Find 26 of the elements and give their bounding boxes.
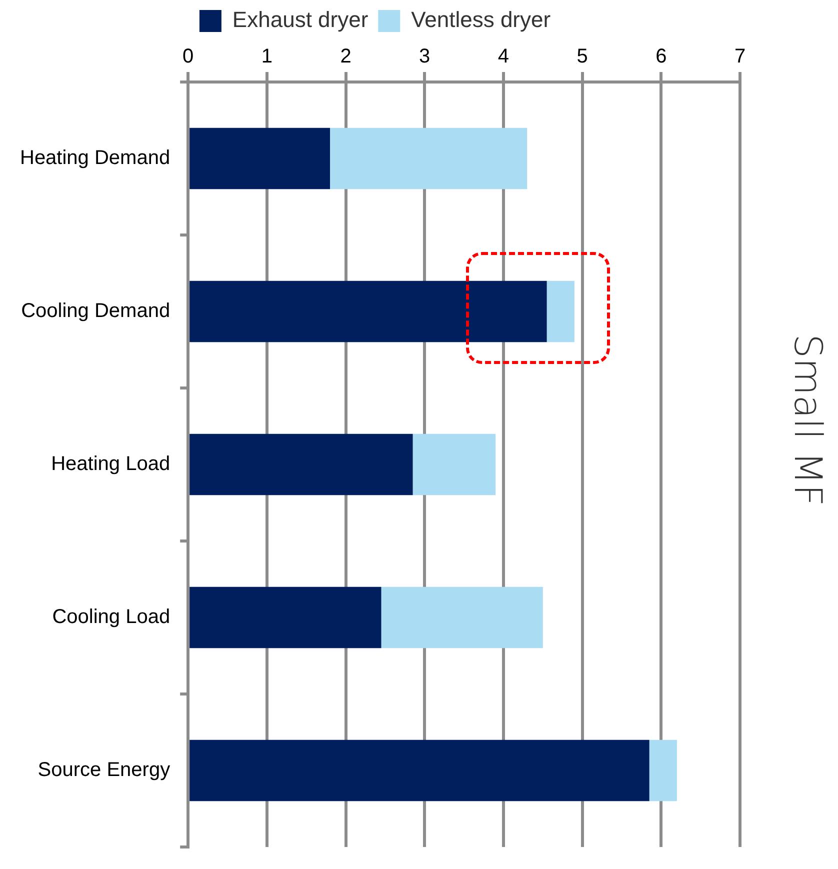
bar — [190, 740, 650, 802]
x-tick-label: 1 — [261, 46, 272, 68]
bar — [190, 280, 547, 342]
y2-axis-title: Small MF — [786, 332, 830, 508]
x-tick-label: 7 — [734, 46, 746, 68]
x-tick-label: 5 — [576, 46, 588, 68]
legend-label: Ventless dryer — [411, 7, 551, 32]
bar — [190, 128, 330, 190]
y-tick-label: Source Energy — [38, 759, 170, 782]
bar — [381, 586, 543, 648]
y-tick-label: Cooling Demand — [21, 300, 170, 322]
legend-label: Exhaust dryer — [232, 7, 368, 32]
bar — [330, 128, 528, 190]
bar — [649, 740, 677, 802]
x-tick-label: 3 — [419, 46, 430, 68]
y-tick-label: Cooling Load — [52, 606, 170, 628]
bar — [190, 586, 382, 648]
bar — [190, 434, 413, 496]
y-tick-label: Heating Demand — [20, 147, 170, 170]
x-tick-label: 2 — [340, 46, 352, 68]
x-tick-label: 0 — [182, 46, 194, 68]
bar — [412, 434, 496, 496]
y-tick-label: Heating Load — [51, 453, 170, 476]
x-tick-label: 4 — [498, 46, 510, 68]
x-tick-label: 6 — [656, 46, 667, 68]
bar — [546, 280, 574, 342]
